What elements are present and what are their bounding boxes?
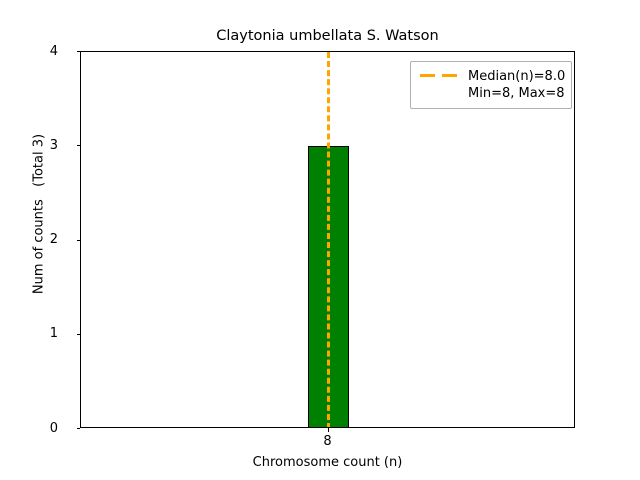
- xtick-mark-8: [327, 428, 329, 432]
- y-axis-label: Num of counts (Total 3): [31, 133, 46, 295]
- ytick-label-1: 1: [49, 326, 58, 342]
- legend: Median(n)=8.0 Min=8, Max=8: [410, 61, 572, 109]
- median-line: [327, 52, 330, 427]
- legend-label-minmax: Min=8, Max=8: [468, 86, 565, 101]
- ytick-mark-0: [76, 428, 80, 430]
- x-axis-label: Chromosome count (n): [252, 455, 403, 470]
- ytick-label-4: 4: [49, 43, 58, 59]
- ytick-label-3: 3: [49, 137, 58, 153]
- legend-label-median: Median(n)=8.0: [468, 69, 566, 84]
- ytick-mark-4: [76, 51, 80, 53]
- ytick-label-2: 2: [49, 232, 58, 247]
- plot-inner: [81, 52, 574, 427]
- xtick-label-8: 8: [323, 434, 332, 449]
- ytick-label-0: 0: [49, 420, 58, 436]
- legend-key-spacer: [419, 85, 461, 101]
- ytick-mark-3: [76, 145, 80, 147]
- ytick-mark-1: [76, 333, 80, 335]
- dashed-line-icon: [419, 68, 461, 84]
- chart-title: Claytonia umbellata S. Watson: [216, 28, 439, 44]
- plot-area: [80, 51, 575, 428]
- ytick-mark-2: [76, 239, 80, 241]
- legend-item-minmax: Min=8, Max=8: [419, 85, 565, 102]
- y-axis-label-wrapper: Num of counts (Total 3): [29, 26, 49, 403]
- legend-item-median: Median(n)=8.0: [419, 68, 566, 85]
